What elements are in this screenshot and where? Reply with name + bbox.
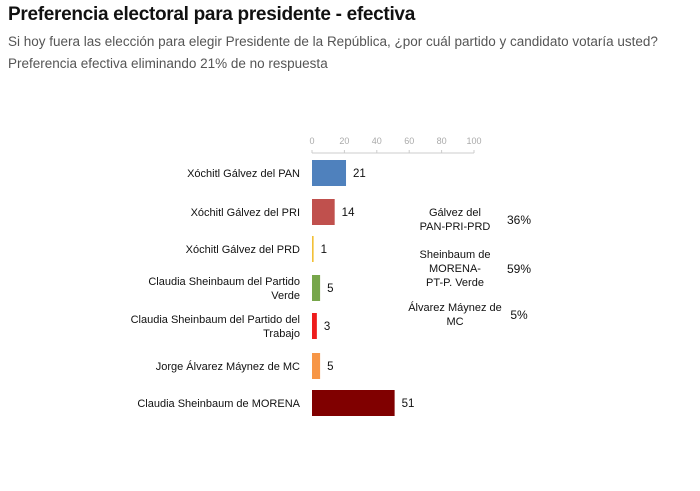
data-label: 14 xyxy=(342,207,355,219)
data-label: 5 xyxy=(327,283,333,295)
bar xyxy=(312,160,347,186)
category-label: Xóchitl Gálvez del PRI xyxy=(191,207,300,219)
data-label: 21 xyxy=(353,168,366,180)
summary-label: MC xyxy=(446,316,463,328)
chart-title: Preferencia electoral para presidente - … xyxy=(8,4,415,25)
data-label: 1 xyxy=(321,244,327,256)
summary-label: Sheinbaum de xyxy=(420,249,491,261)
summary-value: 59% xyxy=(507,262,531,276)
bar xyxy=(312,313,317,339)
chart-note: Preferencia efectiva eliminando 21% de n… xyxy=(8,56,328,71)
bar xyxy=(312,353,321,379)
summary-value: 36% xyxy=(507,213,531,227)
x-tick-label: 0 xyxy=(309,136,314,146)
data-label: 5 xyxy=(327,361,333,373)
summary-label: Gálvez del xyxy=(429,207,481,219)
category-label: Jorge Álvarez Máynez de MC xyxy=(156,360,300,373)
summary-value: 5% xyxy=(510,308,528,322)
summary-label: PAN-PRI-PRD xyxy=(420,221,491,233)
x-tick-label: 20 xyxy=(339,136,349,146)
category-label: Trabajo xyxy=(263,328,300,340)
bar xyxy=(312,236,314,262)
category-label: Claudia Sheinbaum de MORENA xyxy=(137,398,300,410)
summary-label: Álvarez Máynez de xyxy=(408,301,502,314)
data-label: 3 xyxy=(324,321,330,333)
x-tick-label: 80 xyxy=(437,136,447,146)
summary-label: MORENA- xyxy=(429,263,481,275)
bar xyxy=(312,275,321,301)
x-tick-label: 40 xyxy=(372,136,382,146)
category-label: Verde xyxy=(271,290,300,302)
category-label: Xóchitl Gálvez del PAN xyxy=(187,168,300,180)
x-tick-label: 60 xyxy=(404,136,414,146)
chart-subtitle: Si hoy fuera las elección para elegir Pr… xyxy=(8,34,658,49)
summary-label: PT-P. Verde xyxy=(426,277,484,289)
data-label: 51 xyxy=(402,398,415,410)
category-label: Claudia Sheinbaum del Partido del xyxy=(131,314,300,326)
category-label: Claudia Sheinbaum del Partido xyxy=(148,276,300,288)
bar xyxy=(312,390,395,416)
bar xyxy=(312,199,335,225)
category-label: Xóchitl Gálvez del PRD xyxy=(186,244,300,256)
x-tick-label: 100 xyxy=(466,136,481,146)
